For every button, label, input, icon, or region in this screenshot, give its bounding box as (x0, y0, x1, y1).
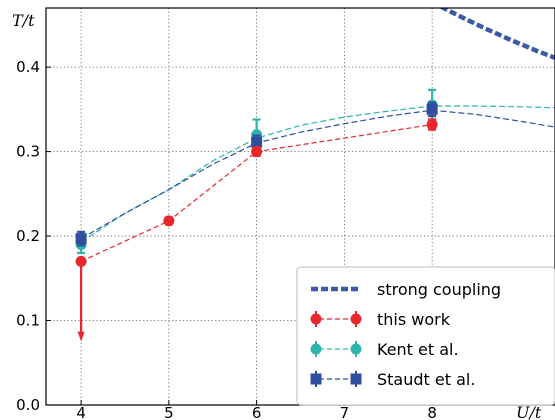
x-axis-label: U/t (516, 403, 542, 420)
x-tick-label: 8 (427, 404, 437, 420)
staudt-point (251, 136, 263, 148)
legend-label: this work (377, 310, 451, 329)
x-tick-label: 7 (340, 404, 350, 420)
legend-swatch-marker (310, 313, 322, 325)
legend-label: strong coupling (377, 280, 501, 299)
legend-label: Staudt et al. (377, 370, 475, 389)
legend: strong coupling this work Kent et al. Staud… (296, 266, 555, 406)
staudt-point (426, 103, 438, 115)
series-layer (75, 8, 555, 342)
x-tick-label: 5 (164, 404, 174, 420)
x-tick-label: 4 (76, 404, 86, 420)
y-tick-label: 0.4 (16, 58, 40, 76)
y-tick-label: 0.2 (16, 227, 40, 245)
legend-box (296, 266, 555, 406)
staudt-series (75, 101, 555, 247)
legend-item-kent: Kent et al. (310, 340, 459, 359)
legend-item-this-work: this work (310, 310, 451, 329)
this-work-series (75, 118, 438, 342)
this-work-point (75, 255, 87, 267)
this-work-line (80, 124, 433, 262)
legend-swatch-marker (350, 373, 362, 385)
this-work-point (426, 119, 438, 131)
legend-item-staudt: Staudt et al. (310, 370, 475, 389)
legend-swatch-marker (310, 343, 322, 355)
kent-line (80, 105, 555, 243)
y-tick-label: 0.0 (16, 396, 40, 414)
strong-coupling-line (438, 8, 555, 60)
legend-swatch-marker (350, 313, 362, 325)
legend-swatch-marker (310, 373, 322, 385)
kent-series (75, 88, 555, 255)
staudt-point (75, 233, 87, 245)
legend-label: Kent et al. (377, 340, 459, 359)
staudt-line (80, 109, 555, 240)
this-work-point (163, 215, 175, 227)
legend-item-strong-coupling: strong coupling (311, 280, 501, 299)
y-axis-label: T/t (12, 11, 35, 30)
y-tick-label: 0.1 (16, 312, 40, 330)
y-tick-label: 0.3 (16, 143, 40, 161)
legend-swatch-marker (350, 343, 362, 355)
ticks: 4 5 6 7 8 0.0 0.1 0.2 0.3 0.4 (16, 58, 437, 420)
this-work-point (251, 146, 263, 158)
this-work-arrow-head (77, 331, 85, 342)
x-tick-label: 6 (252, 404, 262, 420)
grid (46, 8, 555, 405)
